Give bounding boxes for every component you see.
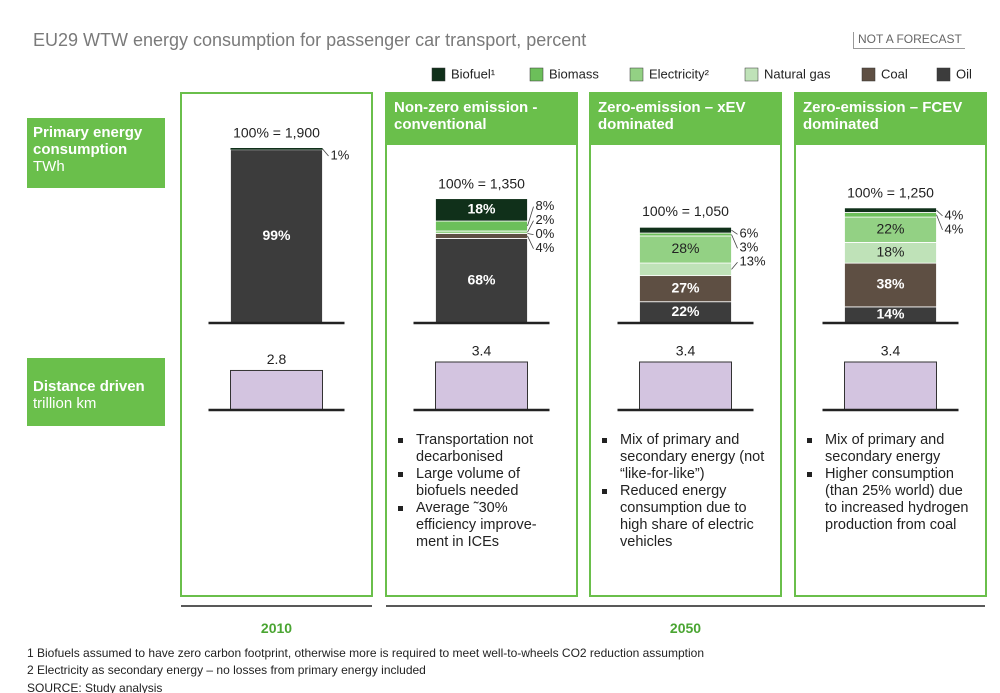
data-label: 38% <box>876 276 905 292</box>
data-label: 13% <box>740 254 766 269</box>
notes: Mix of primary and secondary energy (not… <box>598 432 768 551</box>
total-label: 100% = 1,900 <box>233 125 320 141</box>
data-label: 4% <box>945 207 964 222</box>
bar-segment <box>639 275 732 303</box>
total-label: 100% = 1,250 <box>847 185 934 201</box>
bar-segment <box>844 216 937 243</box>
leader-line <box>322 148 329 157</box>
legend-swatch <box>629 67 644 82</box>
leader-line <box>527 220 534 233</box>
data-label: 2% <box>536 212 555 227</box>
footnote: 1 Biofuels assumed to have zero carbon f… <box>27 646 704 660</box>
note: Average ˜30% efficiency improve-ment in … <box>394 500 564 551</box>
notes: Transportation not decarbonised Large vol… <box>394 432 564 551</box>
distance-label: 3.4 <box>881 343 901 359</box>
bar-segment <box>639 226 732 234</box>
data-label: 27% <box>671 279 700 295</box>
row-label-unit: trillion km <box>33 395 97 412</box>
legend-label: Biofuel¹ <box>451 66 496 81</box>
legend-label: Natural gas <box>764 66 831 81</box>
bar-segment <box>435 233 528 239</box>
bar-segment <box>844 212 937 218</box>
note: Transportation not decarbonised <box>394 432 564 466</box>
legend-swatch <box>861 67 876 82</box>
data-label: 4% <box>945 221 964 236</box>
row-label-title: Distance driven <box>33 378 145 395</box>
total-label: 100% = 1,350 <box>438 175 525 191</box>
bar-segment <box>230 148 323 150</box>
footnote: 2 Electricity as secondary energy – no l… <box>27 663 426 677</box>
data-label: 4% <box>536 240 555 255</box>
leader-line <box>527 206 534 227</box>
note: Reduced energy consumption due to high s… <box>598 483 768 551</box>
note: Mix of primary and secondary energy (not… <box>598 432 768 483</box>
distance-bar <box>230 369 323 411</box>
scenario-header: Zero-emission – xEV dominated <box>590 93 781 145</box>
legend-label: Electricity² <box>649 66 710 81</box>
distance-bar <box>844 361 937 411</box>
period-label: 2050 <box>669 620 702 636</box>
scenario-header: Non-zero emission - conventional <box>386 93 577 145</box>
badge: NOT A FORECAST <box>853 32 965 49</box>
panel <box>180 92 373 597</box>
bar-segment <box>435 238 528 324</box>
data-label: 28% <box>671 240 699 256</box>
leader-line <box>527 235 534 249</box>
period-label: 2010 <box>260 620 293 636</box>
leader-line <box>527 233 534 236</box>
data-label: 1% <box>331 147 350 162</box>
legend-swatch <box>744 67 759 82</box>
bar-segment <box>844 262 937 308</box>
bar-segment <box>435 198 528 222</box>
data-label: 0% <box>536 226 555 241</box>
leader-line <box>731 262 738 270</box>
leader-line <box>936 209 943 217</box>
row-label-title: Primary energy consumption <box>33 124 143 158</box>
distance-bar <box>639 361 732 411</box>
bar-segment <box>230 149 323 324</box>
note: Mix of primary and secondary energy <box>803 432 973 466</box>
data-label: 3% <box>740 240 759 255</box>
distance-label: 3.4 <box>472 343 492 359</box>
leader-line <box>936 214 943 231</box>
bar-segment <box>639 262 732 277</box>
legend-label: Coal <box>881 66 908 81</box>
bar-segment <box>844 207 937 213</box>
note: Higher consumption (than 25% world) due … <box>803 466 973 534</box>
bar-segment <box>639 235 732 264</box>
legend-swatch <box>529 67 544 82</box>
note: Large volume of biofuels needed <box>394 466 564 500</box>
distance-bar <box>435 361 528 411</box>
legend-label: Oil <box>956 66 972 81</box>
data-label: 22% <box>876 220 904 236</box>
data-label: 68% <box>467 271 496 287</box>
total-label: 100% = 1,050 <box>642 203 729 219</box>
distance-label: 3.4 <box>676 343 696 359</box>
data-label: 99% <box>262 227 291 243</box>
row-label-unit: TWh <box>33 158 65 175</box>
bar-segment <box>639 232 732 237</box>
distance-label: 2.8 <box>267 351 287 367</box>
row-label: Primary energy consumption TWh <box>27 118 165 188</box>
leader-line <box>731 234 738 249</box>
legend-swatch <box>936 67 951 82</box>
data-label: 18% <box>876 243 904 259</box>
data-label: 8% <box>536 198 555 213</box>
source: SOURCE: Study analysis <box>27 681 163 693</box>
data-label: 14% <box>876 306 905 322</box>
data-label: 22% <box>671 303 700 319</box>
data-label: 18% <box>467 201 496 217</box>
bar-segment <box>435 220 528 232</box>
scenario-header: Zero-emission – FCEV dominated <box>795 93 986 145</box>
row-label: Distance driven trillion km <box>27 358 165 426</box>
chart-title: EU29 WTW energy consumption for passenge… <box>33 30 587 50</box>
legend-swatch <box>431 67 446 82</box>
notes: Mix of primary and secondary energy Highe… <box>803 432 973 534</box>
leader-line <box>731 229 738 235</box>
legend-label: Biomass <box>549 66 599 81</box>
data-label: 6% <box>740 226 759 241</box>
